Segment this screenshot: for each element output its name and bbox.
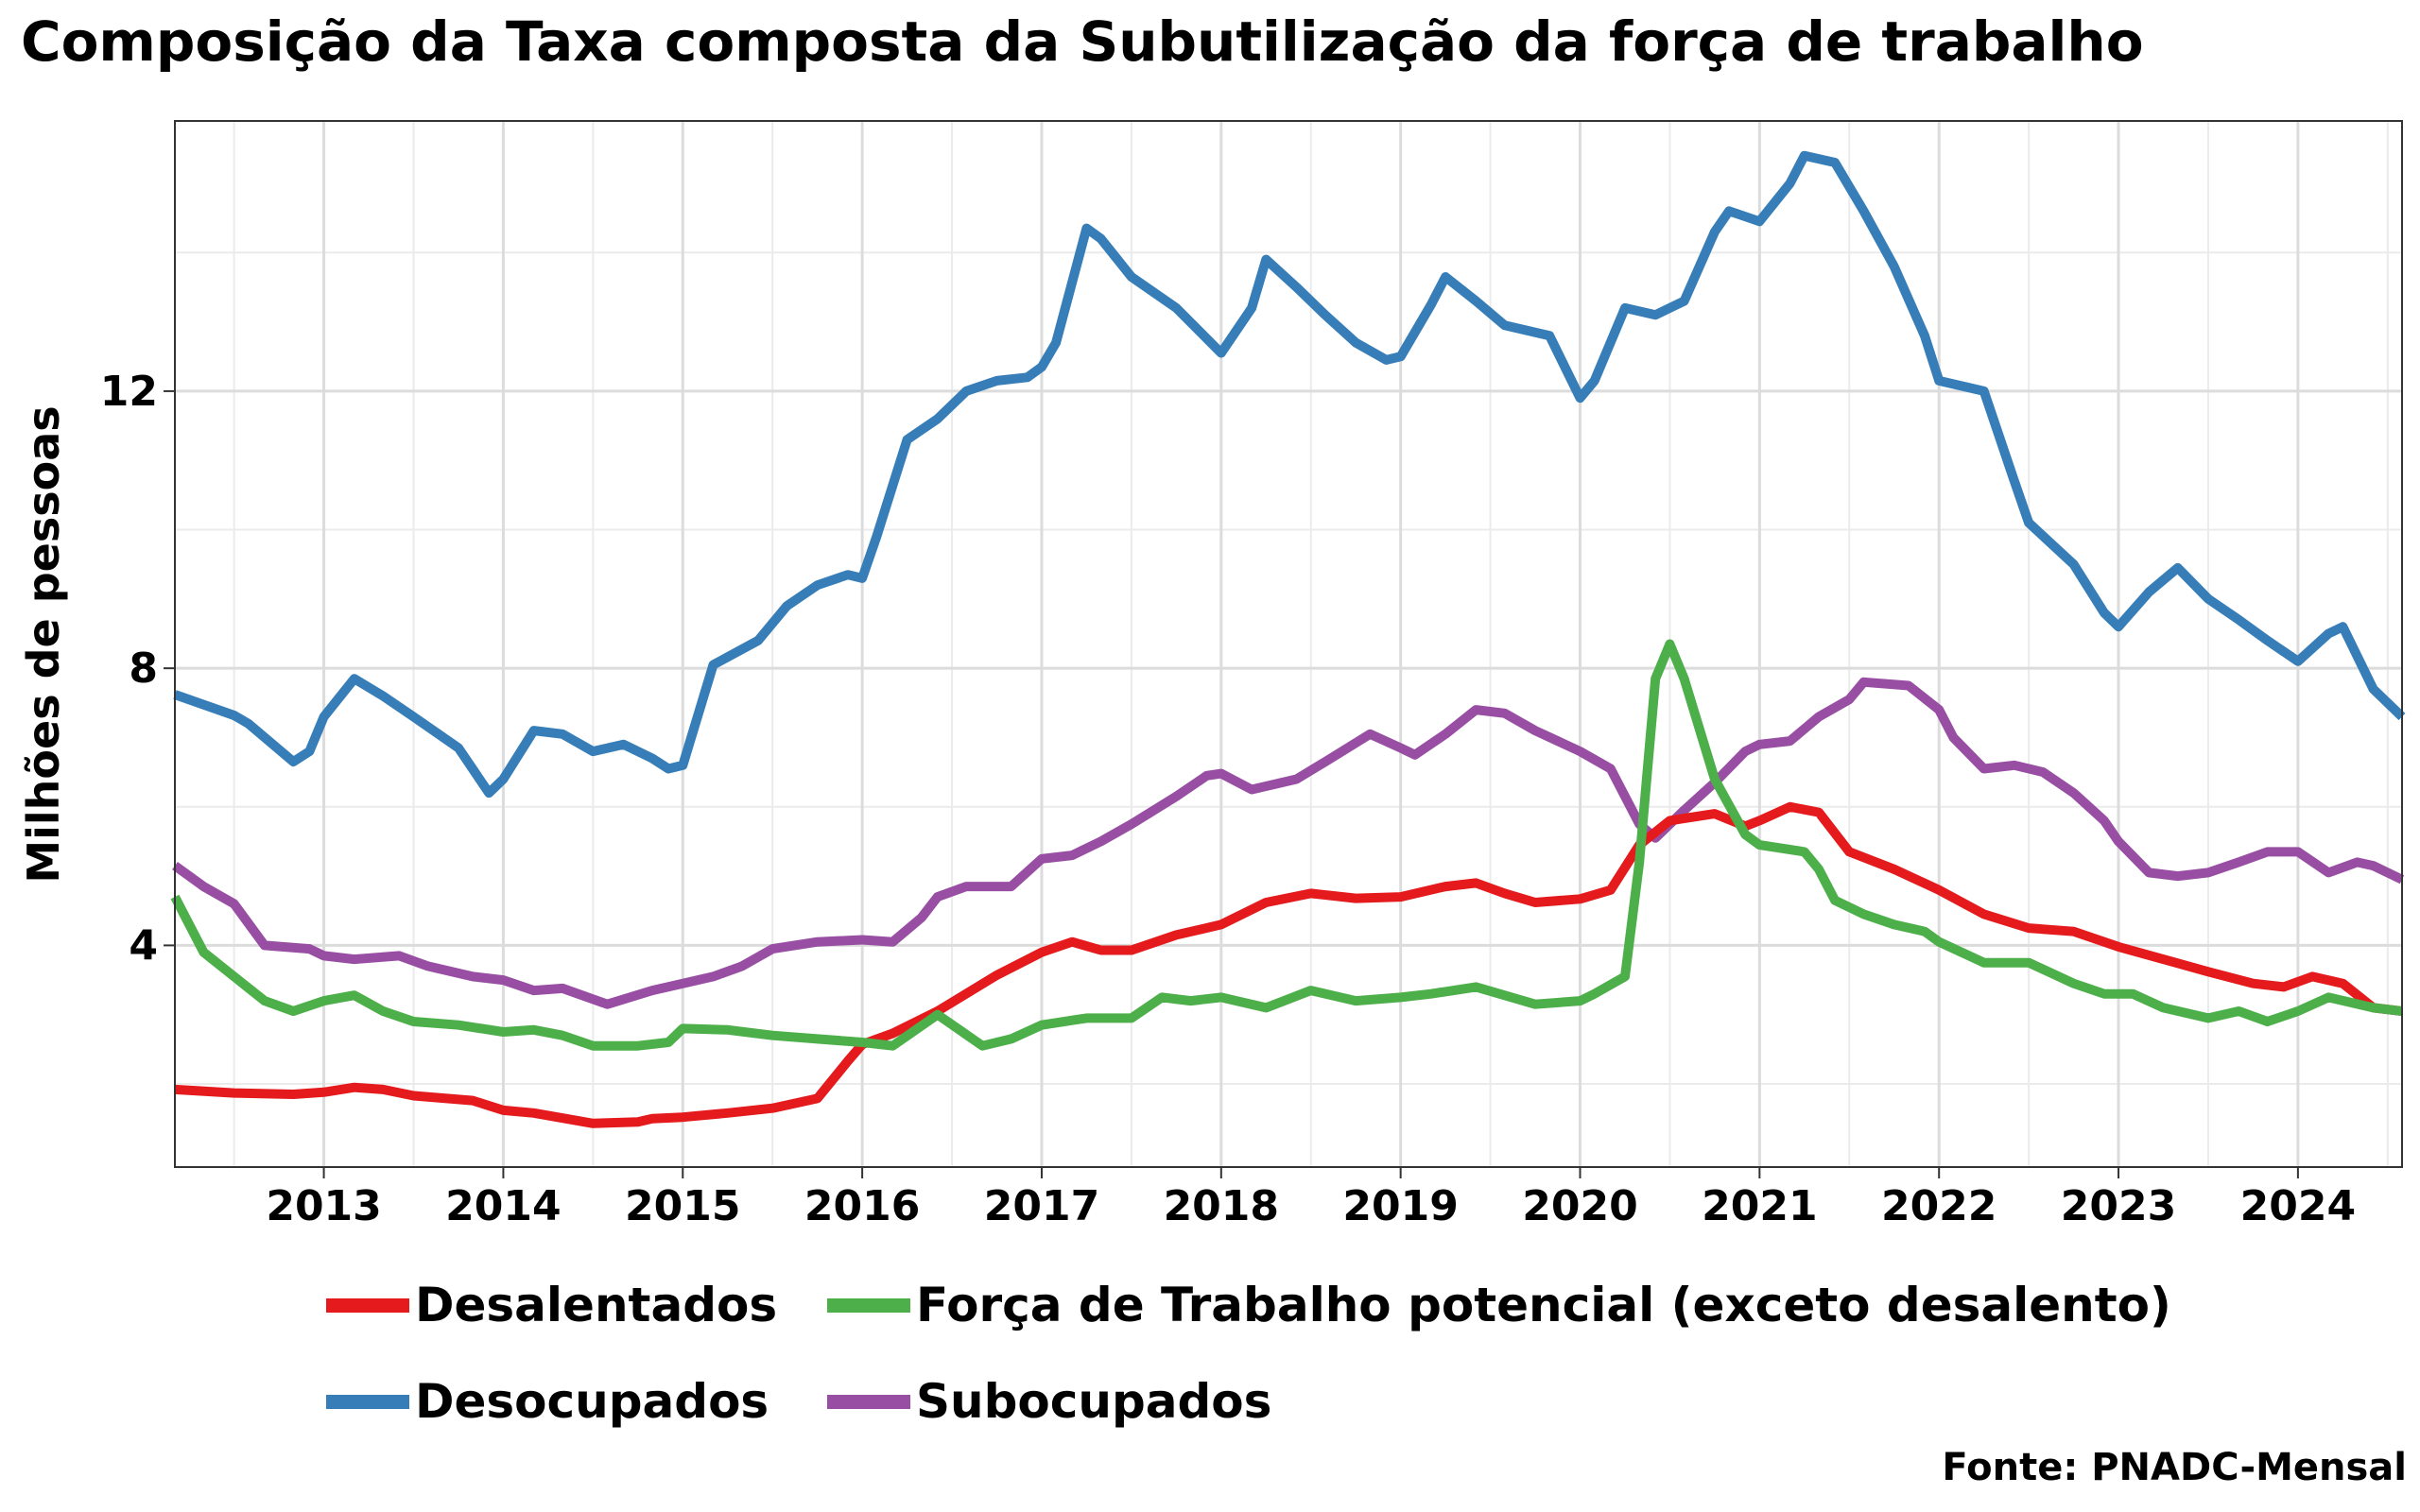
legend-item-subocupados: Subocupados <box>827 1374 1271 1429</box>
legend-row-1: Desalentados Força de Trabalho potencial… <box>326 1257 2171 1353</box>
grid-layer <box>175 121 2402 1167</box>
series-layer <box>170 150 2406 1128</box>
legend-key-subocupados <box>827 1394 910 1409</box>
x-tick-label: 2016 <box>804 1182 920 1230</box>
x-tick-label: 2017 <box>984 1182 1099 1230</box>
legend: Desalentados Força de Trabalho potencial… <box>326 1257 2171 1450</box>
x-tick-label: 2015 <box>625 1182 740 1230</box>
x-tick-label: 2020 <box>1522 1182 1637 1230</box>
x-tick-label: 2014 <box>445 1182 561 1230</box>
y-axis-title: Milhões de pessoas <box>18 405 69 883</box>
legend-item-desocupados: Desocupados <box>326 1374 769 1429</box>
legend-label-subocupados: Subocupados <box>916 1374 1272 1429</box>
x-tick-label: 2023 <box>2061 1182 2176 1230</box>
series-line-forca-de-trabalho-potencial-exceto-desalento <box>170 639 2403 1051</box>
legend-item-forca-trabalho-potencial: Força de Trabalho potencial (exceto desa… <box>827 1278 2171 1332</box>
x-tick-label: 2021 <box>1702 1182 1817 1230</box>
legend-key-forca-trabalho-potencial <box>827 1297 910 1313</box>
source-note: Fonte: PNADC-Mensal <box>1942 1446 2407 1489</box>
x-tick-label: 2019 <box>1342 1182 1458 1230</box>
x-tick-label: 2018 <box>1164 1182 1279 1230</box>
y-tick-label: 8 <box>129 644 158 693</box>
tick-layer: 2013 2014 2015 2016 2017 2018 2019 2020 2021 2022… <box>100 368 2356 1230</box>
series-line-desalentados <box>174 801 2403 1128</box>
legend-key-desocupados <box>326 1394 409 1409</box>
y-tick-label: 4 <box>129 921 158 970</box>
chart-title: Composição da Taxa composta da Subutiliz… <box>21 9 2144 74</box>
x-tick-label: 2022 <box>1881 1182 1996 1230</box>
x-tick-label: 2024 <box>2240 1182 2356 1230</box>
y-tick-label: 12 <box>100 368 158 416</box>
legend-label-desalentados: Desalentados <box>415 1278 778 1332</box>
plot-frame <box>174 120 2403 1168</box>
legend-label-forca-trabalho-potencial: Força de Trabalho potencial (exceto desa… <box>916 1278 2171 1332</box>
legend-row-2: Desocupados Subocupados <box>326 1353 1271 1450</box>
x-tick-label: 2013 <box>266 1182 381 1230</box>
legend-item-desalentados: Desalentados <box>326 1278 777 1332</box>
legend-label-desocupados: Desocupados <box>415 1374 769 1429</box>
series-line-desocupados <box>173 150 2406 799</box>
legend-key-desalentados <box>326 1297 409 1313</box>
series-line-subocupados <box>172 677 2405 1009</box>
